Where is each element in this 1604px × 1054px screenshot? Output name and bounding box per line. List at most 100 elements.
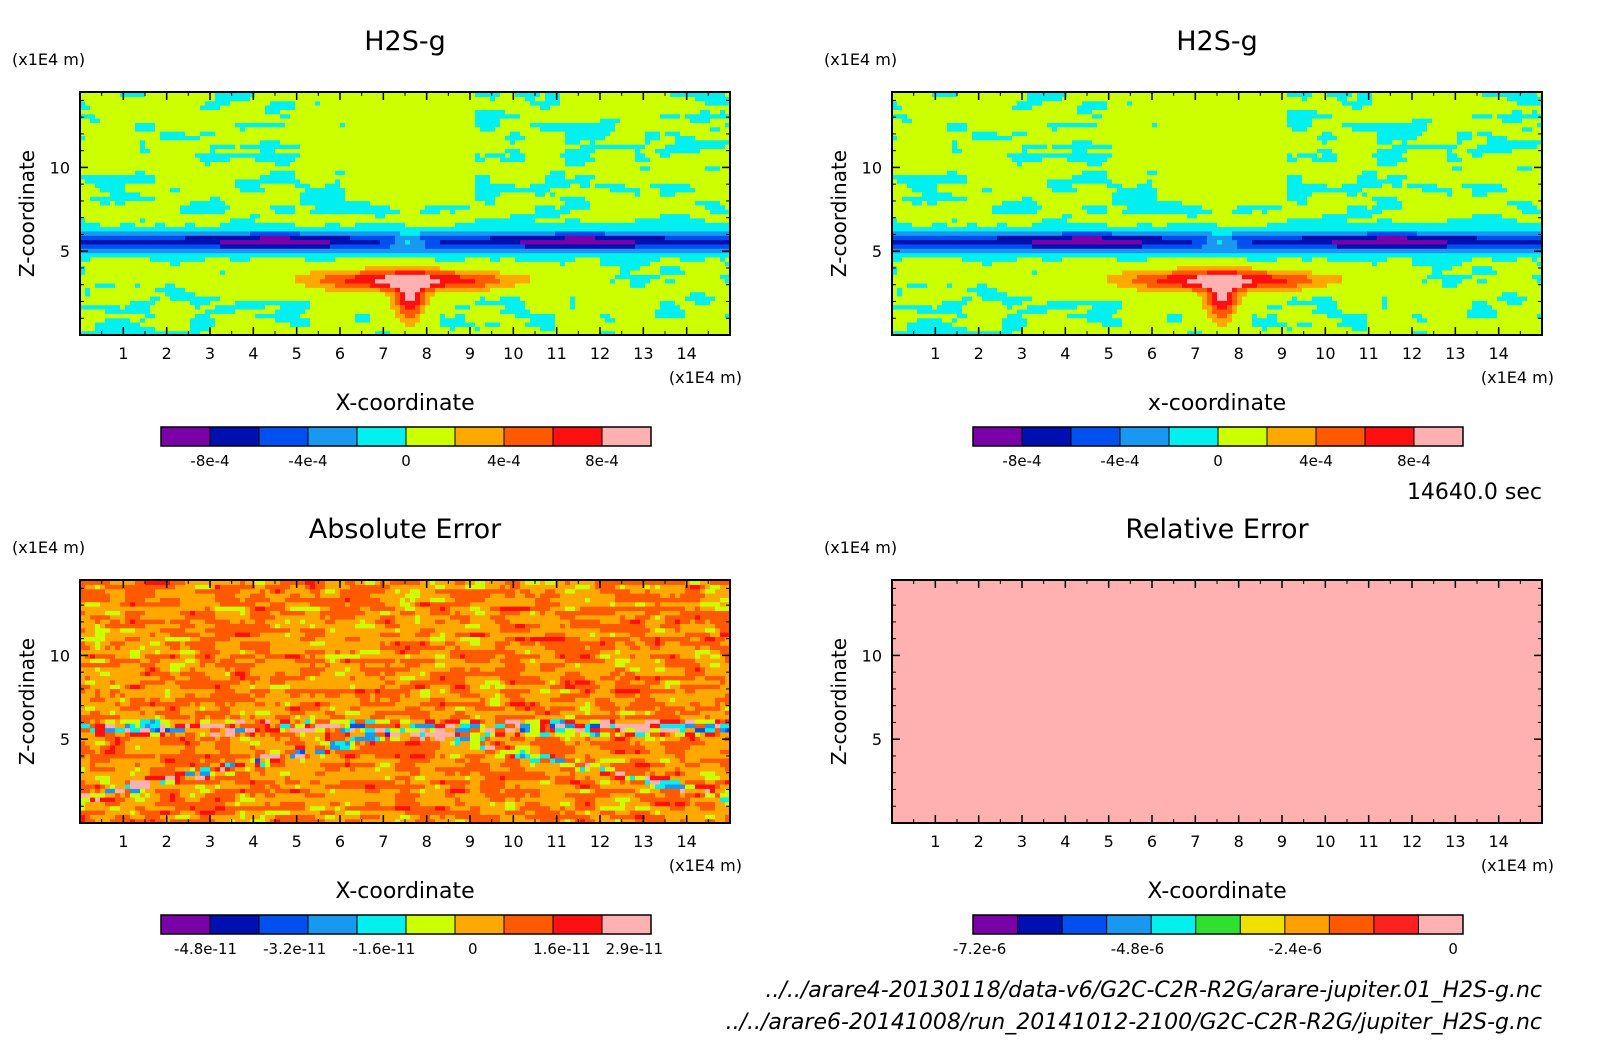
heatmap-cell [265,278,271,284]
heatmap-cell [155,295,161,301]
heatmap-cell [115,209,121,215]
heatmap-cell [230,265,236,271]
heatmap-cell [140,282,146,288]
heatmap-cell [180,157,186,163]
heatmap-cell [385,174,391,180]
heatmap-cell [240,252,246,258]
heatmap-cell [415,222,421,228]
heatmap-cell [230,191,236,197]
heatmap-cell [255,118,261,123]
heatmap-cell [190,326,196,332]
heatmap-cell [205,269,211,275]
heatmap-cell [290,256,296,262]
heatmap-cell [460,217,466,223]
heatmap-cell [490,187,496,193]
heatmap-cell [340,230,346,236]
heatmap-cell [155,217,161,223]
heatmap-cell [205,209,211,215]
heatmap-cell [210,326,216,332]
heatmap-cell [230,295,236,301]
heatmap-cell [115,265,121,271]
heatmap-cell [200,265,206,271]
heatmap-cell [220,118,226,123]
heatmap-cell [305,217,311,223]
heatmap-cell [160,135,166,141]
heatmap-cell [105,187,111,193]
heatmap-cell [405,330,411,336]
heatmap-cell [450,100,456,106]
heatmap-cell [495,278,501,284]
heatmap-cell [510,105,516,110]
heatmap-cell [270,239,276,245]
heatmap-cell [395,265,401,271]
heatmap-cell [160,157,166,163]
heatmap-cell [80,92,86,97]
heatmap-cell [300,144,306,150]
heatmap-cell [410,161,416,167]
heatmap-cell [350,105,356,110]
heatmap-cell [370,317,376,323]
heatmap-cell [140,256,146,262]
heatmap-cell [290,96,296,102]
heatmap-cell [500,174,506,180]
heatmap-cell [370,148,376,154]
heatmap-cell [250,291,256,297]
heatmap-cell [405,300,411,306]
heatmap-cell [505,122,511,128]
heatmap-cell [140,191,146,197]
heatmap-cell [130,191,136,197]
heatmap-cell [155,243,161,249]
heatmap-cell [260,126,266,132]
heatmap-cell [130,96,136,102]
heatmap-cell [90,330,96,336]
heatmap-cell [310,118,316,123]
heatmap-cell [220,330,226,336]
heatmap-cell [160,187,166,193]
heatmap-cell [150,300,156,306]
heatmap-cell [370,313,376,319]
heatmap-cell [230,165,236,171]
heatmap-cell [190,239,196,245]
heatmap-cell [225,170,231,176]
heatmap-cell [150,122,156,128]
heatmap-cell [370,295,376,301]
heatmap-cell [360,139,366,145]
heatmap-cell [225,239,231,245]
heatmap-cell [345,148,351,154]
heatmap-cell [220,191,226,197]
heatmap-cell [455,187,461,193]
heatmap-cell [490,135,496,141]
heatmap-cell [185,139,191,145]
heatmap-cell [220,317,226,323]
heatmap-cell [380,191,386,197]
heatmap-cell [385,330,391,336]
heatmap-cell [165,252,171,258]
heatmap-cell [165,239,171,245]
heatmap-cell [150,235,156,241]
heatmap-cell [470,226,476,232]
heatmap-cell [250,308,256,314]
heatmap-cell [370,196,376,202]
heatmap-cell [190,196,196,202]
heatmap-cell [500,92,506,97]
heatmap-cell [350,187,356,193]
heatmap-cell [270,261,276,267]
heatmap-cell [235,118,241,123]
heatmap-cell [120,265,126,271]
heatmap-cell [175,256,181,262]
heatmap-cell [225,113,231,119]
heatmap-cell [275,187,281,193]
heatmap-cell [180,204,186,210]
heatmap-cell [270,304,276,310]
heatmap-cell [355,118,361,123]
heatmap-cell [385,161,391,167]
heatmap-cell [355,161,361,167]
heatmap-cell [160,222,166,228]
heatmap-cell [300,287,306,293]
heatmap-cell [480,308,486,314]
heatmap-cell [420,326,426,332]
heatmap-cell [460,330,466,336]
heatmap-cell [510,317,516,323]
heatmap-cell [500,317,506,323]
heatmap-cell [260,113,266,119]
